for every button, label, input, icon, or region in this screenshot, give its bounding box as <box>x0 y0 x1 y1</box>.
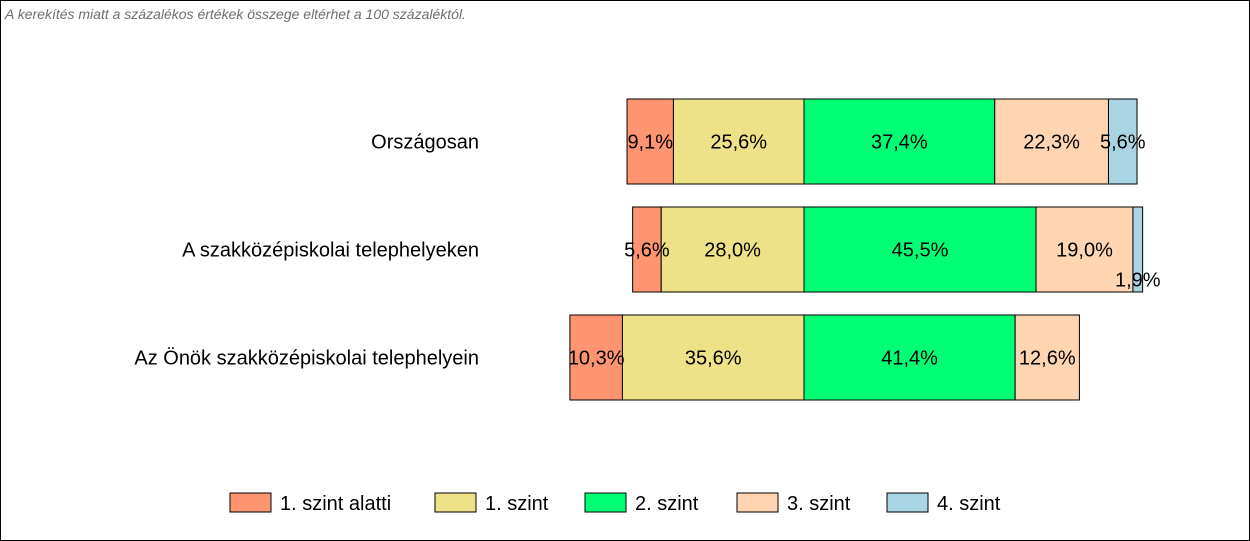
bars <box>569 98 1144 401</box>
bar-segment <box>672 98 805 185</box>
category-label: Országosan <box>371 132 479 154</box>
data-label: 1,9% <box>1115 270 1161 292</box>
bar-segment <box>660 206 805 293</box>
category-label: Az Önök szakközépiskolai telephelyein <box>134 348 479 370</box>
bar-segment <box>803 206 1037 293</box>
data-label: 22,3% <box>1023 132 1080 154</box>
bar-segment <box>632 206 662 293</box>
legend-label: 3. szint <box>787 493 851 515</box>
legend-swatch <box>434 492 477 513</box>
legend-label: 2. szint <box>635 493 699 515</box>
data-label: 19,0% <box>1056 240 1113 262</box>
legend-label: 1. szint <box>485 493 549 515</box>
legend-swatch <box>584 492 627 513</box>
legend-swatch <box>886 492 929 513</box>
data-label: 5,6% <box>624 240 670 262</box>
category-label: A szakközépiskolai telephelyeken <box>182 240 479 262</box>
data-label: 45,5% <box>892 240 949 262</box>
data-label: 35,6% <box>685 348 742 370</box>
data-label: 37,4% <box>871 132 928 154</box>
bar-segment <box>1035 206 1134 293</box>
bar-segment <box>621 314 805 401</box>
data-labels: 9,1% 25,6% 37,4% 22,3% 5,6% 5,6% 28,0% 45,5% 19,… <box>568 132 1161 370</box>
bar-segment <box>803 314 1016 401</box>
data-label: 10,3% <box>568 348 625 370</box>
bar-segment <box>1014 314 1080 401</box>
data-label: 28,0% <box>704 240 761 262</box>
legend-label: 4. szint <box>937 493 1001 515</box>
legend-swatch <box>736 492 779 513</box>
data-label: 9,1% <box>627 132 673 154</box>
data-label: 12,6% <box>1019 348 1076 370</box>
legend: 1. szint alatti 1. szint 2. szint 3. szint 4… <box>229 492 1001 515</box>
bar-segment <box>1107 98 1138 185</box>
bar-segment <box>1132 206 1144 293</box>
rounding-note: A kerekítés miatt a százalékos értékek ö… <box>5 6 466 22</box>
data-label: 25,6% <box>710 132 767 154</box>
legend-label: 1. szint alatti <box>280 493 391 515</box>
data-label: 5,6% <box>1100 132 1146 154</box>
legend-swatch <box>229 492 272 513</box>
category-labels: Országosan A szakközépiskolai telephelyek… <box>134 132 479 370</box>
data-label: 41,4% <box>881 348 938 370</box>
